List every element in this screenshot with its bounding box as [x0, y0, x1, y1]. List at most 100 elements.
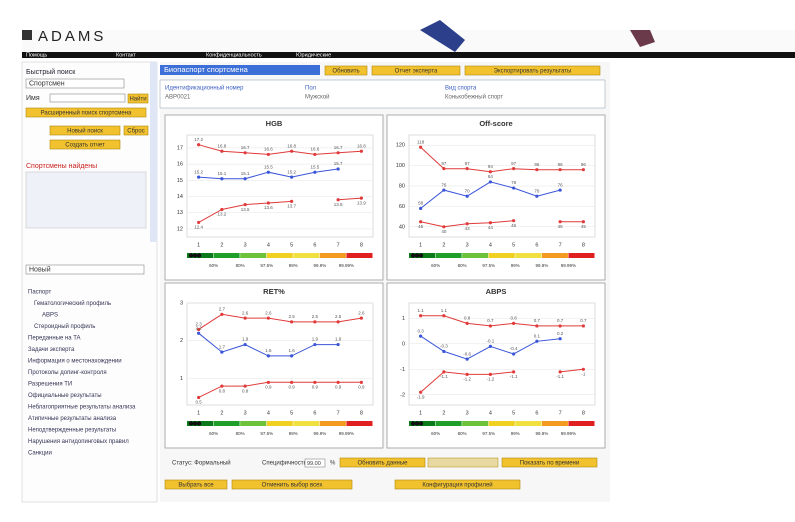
tree-item[interactable]: Информация о местонахождении [28, 359, 122, 365]
select-value[interactable]: Спортсмен [29, 80, 65, 87]
button-label[interactable]: Обновить данные [358, 460, 409, 466]
button[interactable] [324, 65, 368, 76]
button-label[interactable]: Экспортировать результаты [494, 68, 572, 74]
x-tick-label: 4 [267, 242, 270, 248]
point [266, 201, 270, 205]
menu-item[interactable]: Конфиденциальность [206, 52, 262, 58]
tree-item[interactable]: Стероидный профиль [34, 323, 95, 330]
x-tick-label: 6 [535, 242, 538, 248]
tree-item[interactable]: Неподтвержденные результаты [28, 428, 116, 434]
point [535, 324, 539, 328]
tree-item[interactable]: Разрешения ТИ [28, 382, 72, 388]
button-label[interactable]: Обновить [332, 68, 359, 74]
button[interactable] [339, 457, 426, 468]
button-label[interactable]: Отменить выбор всех [262, 482, 323, 488]
tree-item[interactable]: Гематологический профиль [34, 300, 111, 307]
button[interactable] [123, 125, 149, 136]
button[interactable] [501, 457, 598, 468]
button[interactable] [49, 139, 121, 150]
tree-item[interactable]: Атипичные результаты анализа [28, 416, 117, 422]
point [442, 370, 446, 374]
point [290, 175, 294, 179]
point [313, 342, 317, 347]
button-label[interactable]: Новый поиск [67, 127, 103, 134]
point [290, 354, 294, 358]
data-label: 118 [417, 139, 425, 144]
header-image [630, 30, 655, 47]
tree-item[interactable]: ABPS [42, 313, 58, 319]
button-label[interactable]: Сброс [127, 128, 144, 134]
input[interactable] [49, 93, 126, 103]
point [442, 167, 446, 171]
button-label[interactable]: Показать по времени [520, 460, 579, 466]
button-label[interactable]: Выбрать все [178, 482, 214, 488]
button[interactable] [231, 479, 353, 490]
data-label: 16.8 [287, 143, 296, 148]
button[interactable] [127, 93, 149, 104]
point [359, 149, 363, 153]
scale-dot [418, 421, 424, 426]
data-label: 40 [441, 229, 447, 234]
tree-item[interactable]: Паспорт [28, 290, 51, 296]
point [465, 194, 469, 198]
scale-label: 99.9% [535, 263, 548, 268]
x-tick-label: 3 [244, 410, 247, 416]
data-label: 2.6 [358, 310, 365, 315]
tree-item[interactable]: Переданные на TA [28, 336, 81, 342]
point [266, 354, 270, 358]
scale-label: 80% [236, 263, 245, 268]
point [535, 194, 539, 198]
menu-item[interactable]: Юридические [296, 52, 331, 58]
select[interactable] [25, 264, 145, 275]
scale-dot [414, 421, 420, 426]
point [558, 188, 562, 192]
button[interactable] [25, 107, 147, 118]
x-tick-label: 1 [419, 410, 422, 416]
tree-item[interactable]: Неблагоприятные результаты анализа [28, 405, 136, 411]
button-label[interactable]: Найти [129, 95, 146, 102]
point [336, 320, 340, 324]
button[interactable] [49, 125, 121, 136]
data-label: 97 [441, 161, 447, 166]
point [535, 168, 539, 172]
scale-dot [192, 421, 198, 426]
select-value[interactable]: Новый [29, 265, 51, 273]
data-label: 1.9 [335, 337, 342, 342]
tree-item[interactable]: Официальные результаты [28, 393, 102, 399]
tree-item[interactable]: Санкции [28, 451, 52, 457]
point [243, 384, 247, 388]
button[interactable] [394, 479, 521, 490]
tree-item[interactable]: Нарушения антидопинговых правил [28, 439, 129, 445]
button[interactable] [464, 65, 601, 76]
tree-item[interactable]: Протоколы допинг-контроля [28, 370, 107, 376]
data-label: 2.5 [335, 314, 342, 319]
chart-title: HGB [266, 119, 283, 128]
data-label: -1.2 [463, 377, 471, 382]
input[interactable] [304, 458, 326, 468]
menu-item[interactable]: Контакт [116, 52, 136, 58]
scale-label: 99% [511, 263, 520, 268]
x-tick-label: 6 [535, 410, 538, 416]
y-tick-label: 12 [177, 226, 183, 232]
menu-item[interactable]: Помощь [26, 52, 47, 58]
data-label: 0.8 [219, 388, 226, 393]
select[interactable] [25, 78, 125, 89]
x-tick-label: 5 [290, 242, 293, 248]
point [290, 380, 294, 384]
data-label: -1 [581, 371, 585, 376]
tree-item[interactable]: Задачи эксперта [28, 347, 75, 353]
info-value: Мужской [305, 94, 330, 101]
button-label[interactable]: Отчет эксперта [395, 68, 438, 74]
button-label[interactable]: Создать отчет [65, 142, 105, 148]
button-label[interactable]: Конфигурация профилей [422, 481, 492, 488]
button[interactable] [164, 479, 228, 490]
series-line [198, 313, 362, 330]
scale-label: 99.9% [313, 263, 326, 268]
info-label: Вид спорта [445, 86, 477, 92]
data-label: 84 [488, 174, 494, 179]
data-label: 1.7 [219, 344, 226, 349]
button-label[interactable]: Расширенный поиск спортсмена [41, 109, 132, 116]
button[interactable] [371, 65, 461, 76]
point [512, 186, 516, 190]
scale-value[interactable]: 99.00 [307, 461, 321, 467]
